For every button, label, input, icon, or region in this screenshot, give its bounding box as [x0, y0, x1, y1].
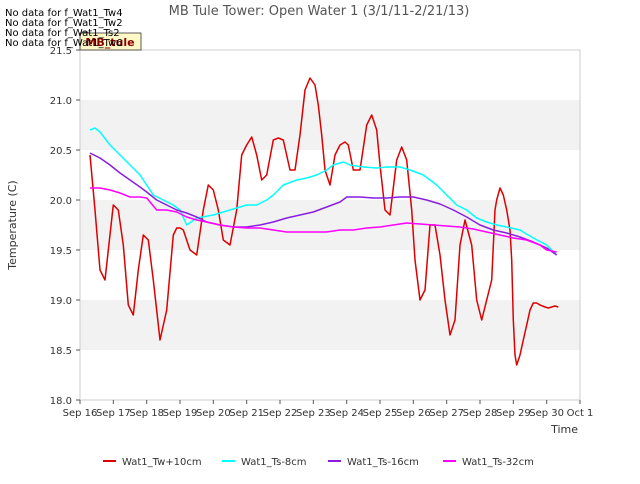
y-tick-label: 19.5: [50, 246, 72, 257]
x-axis-label: Time: [550, 423, 578, 436]
x-tick-label: Sep 25: [363, 408, 398, 419]
x-tick-label: Sep 21: [229, 408, 264, 419]
no-data-message: No data for f_Wat1_Tw4: [5, 8, 123, 19]
x-tick-label: Sep 16: [63, 408, 98, 419]
grid-bands: [80, 50, 580, 400]
grid-band: [80, 100, 580, 150]
x-tick-label: Sep 30: [529, 408, 564, 419]
x-tick-label: Sep 29: [496, 408, 531, 419]
y-tick-label: 21.5: [50, 46, 72, 57]
grid-band: [80, 350, 580, 400]
x-tick-label: Sep 23: [296, 408, 331, 419]
x-tick-label: Oct 1: [567, 408, 594, 419]
x-tick-label: Sep 18: [129, 408, 164, 419]
x-tick-label: Sep 26: [396, 408, 431, 419]
x-tick-label: Sep 17: [96, 408, 131, 419]
y-axis: 18.0 18.5 19.0 19.5 20.0 20.5 21.0 21.5: [50, 46, 80, 407]
legend-label: Wat1_Ts-16cm: [347, 457, 419, 468]
x-tick-label: Sep 24: [329, 408, 364, 419]
tooltip-badge: MB_tule: [79, 31, 142, 51]
grid-band: [80, 150, 580, 200]
legend-label: Wat1_Tw+10cm: [122, 457, 202, 468]
grid-band: [80, 300, 580, 350]
grid-band: [80, 250, 580, 300]
y-tick-label: 18.5: [50, 346, 72, 357]
legend-label: Wat1_Ts-32cm: [462, 457, 534, 468]
y-tick-label: 19.0: [50, 296, 72, 307]
x-tick-label: Sep 28: [463, 408, 498, 419]
grid-band: [80, 50, 580, 100]
y-axis-label: Temperature (C): [6, 180, 19, 270]
series-line: [89, 127, 558, 256]
no-data-message: No data for f_Wat1_Tw6: [5, 38, 123, 49]
no-data-message: No data for f_Wat1_Tw2: [5, 18, 123, 29]
legend-label: Wat1_Ts-8cm: [241, 457, 307, 468]
y-tick-label: 18.0: [50, 396, 72, 407]
plot-frame: [79, 49, 581, 401]
x-tick-label: Sep 27: [429, 408, 464, 419]
series-line: [89, 77, 559, 366]
no-data-message: No data for f_Wat1_Ts2: [5, 28, 120, 39]
x-tick-label: Sep 22: [263, 408, 298, 419]
y-tick-label: 21.0: [50, 96, 72, 107]
series-lines: [89, 77, 559, 366]
x-tick-label: Sep 19: [163, 408, 198, 419]
series-line: [89, 152, 558, 256]
tooltip-label: MB_tule: [85, 36, 134, 49]
chart-title: MB Tule Tower: Open Water 1 (3/1/11-2/21…: [169, 4, 470, 19]
y-tick-label: 20.5: [50, 146, 72, 157]
legend: Wat1_Tw+10cm Wat1_Ts-8cm Wat1_Ts-16cm Wat1_…: [103, 457, 534, 468]
series-line: [90, 187, 557, 253]
y-tick-label: 20.0: [50, 196, 72, 207]
x-tick-label: Sep 20: [196, 408, 231, 419]
